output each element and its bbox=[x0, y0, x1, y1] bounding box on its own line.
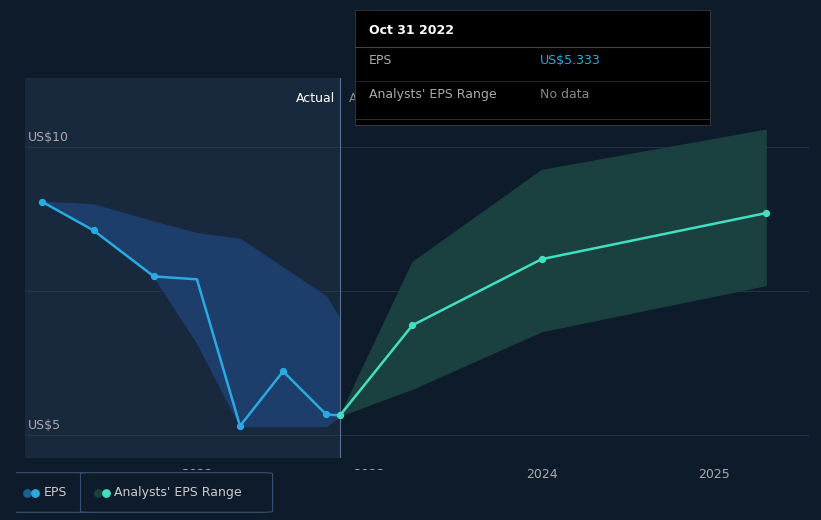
Point bbox=[535, 255, 548, 263]
Point bbox=[759, 209, 773, 217]
Text: Actual: Actual bbox=[296, 93, 335, 106]
Text: US$10: US$10 bbox=[28, 131, 69, 144]
Text: EPS: EPS bbox=[44, 486, 67, 499]
Point bbox=[406, 321, 419, 330]
Text: 2023: 2023 bbox=[354, 468, 385, 481]
Bar bbox=[25, 78, 340, 458]
Text: Oct 31 2022: Oct 31 2022 bbox=[369, 24, 454, 37]
Point bbox=[29, 488, 42, 497]
Point bbox=[147, 272, 160, 281]
Point bbox=[233, 422, 246, 430]
Point bbox=[99, 488, 112, 497]
Text: EPS: EPS bbox=[369, 54, 392, 67]
Text: Analysts' EPS Range: Analysts' EPS Range bbox=[369, 88, 497, 101]
Point bbox=[87, 226, 100, 235]
Point bbox=[319, 410, 333, 419]
FancyBboxPatch shape bbox=[9, 473, 93, 512]
Text: US$5.333: US$5.333 bbox=[539, 54, 600, 67]
Point bbox=[277, 367, 290, 375]
Point bbox=[35, 198, 48, 206]
Point bbox=[333, 411, 346, 420]
Text: No data: No data bbox=[539, 88, 589, 101]
FancyBboxPatch shape bbox=[80, 473, 273, 512]
Text: 2024: 2024 bbox=[525, 468, 557, 481]
Point bbox=[21, 488, 34, 497]
Text: 2025: 2025 bbox=[698, 468, 730, 481]
Point bbox=[91, 488, 104, 497]
Text: 2022: 2022 bbox=[181, 468, 213, 481]
Text: US$5: US$5 bbox=[28, 419, 62, 432]
Text: Analysts' EPS Range: Analysts' EPS Range bbox=[114, 486, 241, 499]
Text: Analysts Forecasts: Analysts Forecasts bbox=[349, 93, 465, 106]
